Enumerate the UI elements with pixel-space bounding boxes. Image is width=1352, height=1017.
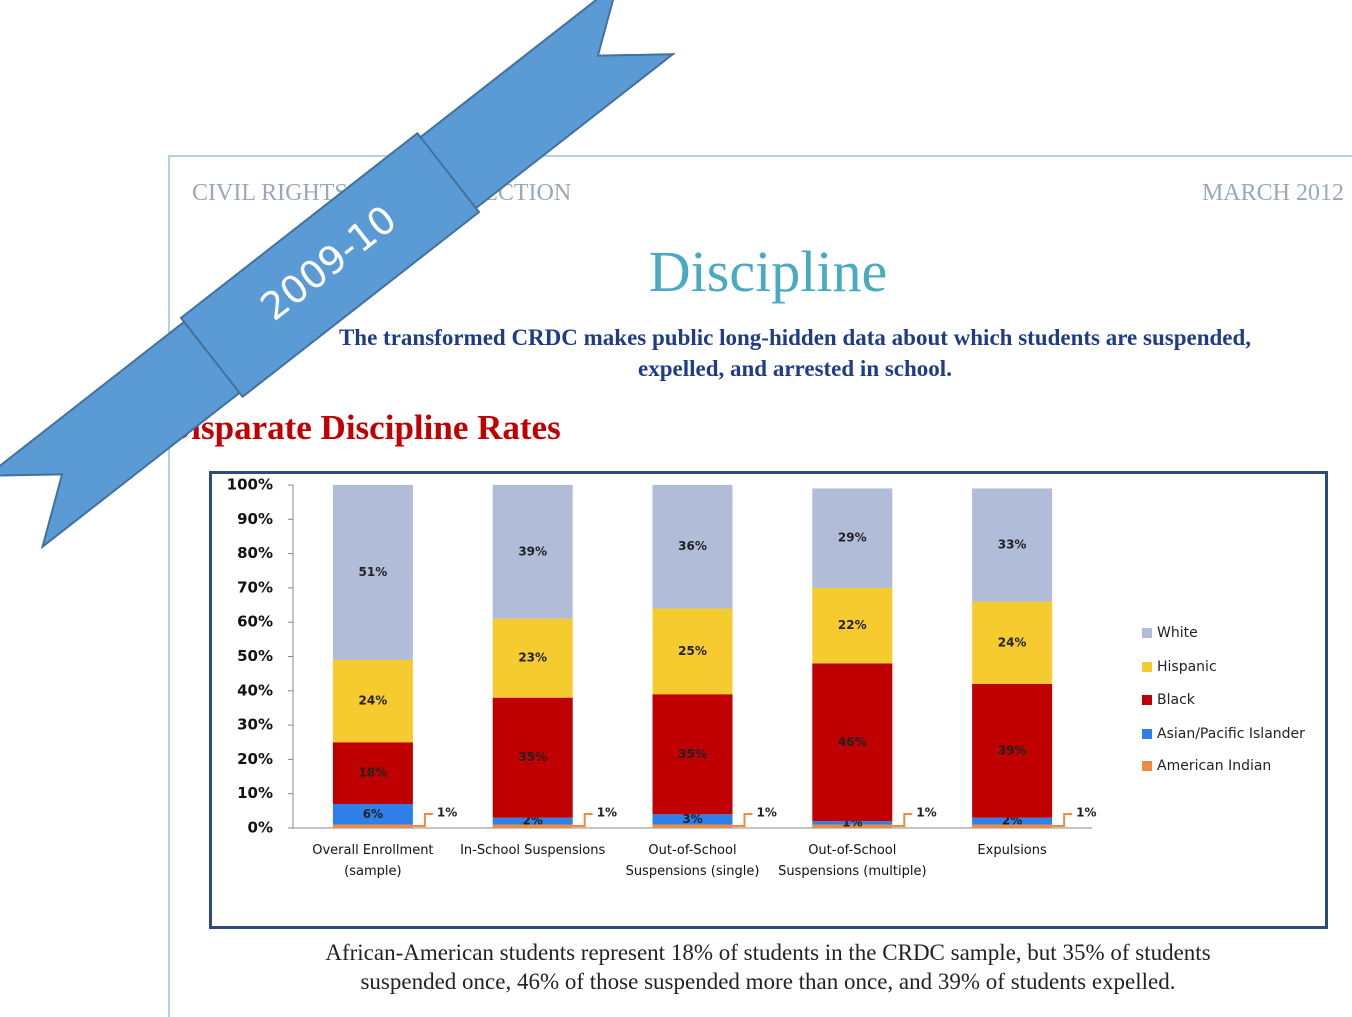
data-label: 6%	[363, 807, 383, 821]
data-label: 25%	[678, 644, 707, 658]
legend-swatch	[1142, 662, 1152, 672]
data-label: 35%	[518, 750, 547, 764]
caption-line: suspended once, 46% of those suspended m…	[168, 967, 1352, 996]
data-label: 18%	[359, 766, 388, 780]
legend-swatch	[1142, 695, 1152, 705]
data-label: 24%	[359, 694, 388, 708]
callout-line	[413, 814, 433, 826]
callout-line	[573, 814, 593, 826]
legend-label: Asian/Pacific Islander	[1157, 726, 1305, 742]
legend-swatch	[1142, 729, 1152, 739]
y-tick-label: 0%	[248, 819, 273, 837]
data-label: 39%	[998, 743, 1027, 757]
x-tick-label: In-School Suspensions	[448, 840, 618, 861]
data-label: 35%	[678, 747, 707, 761]
data-label: 24%	[998, 635, 1027, 649]
y-tick-label: 30%	[237, 716, 273, 734]
data-label: 1%	[1076, 806, 1096, 820]
x-tick-label: Out-of-School Suspensions (multiple)	[767, 840, 937, 882]
ribbon-group: 2009-10	[0, 0, 676, 551]
legend-swatch	[1142, 761, 1152, 771]
legend-swatch	[1142, 628, 1152, 638]
y-tick-label: 70%	[237, 578, 273, 596]
data-label: 46%	[838, 735, 867, 749]
x-tick-label: Overall Enrollment (sample)	[288, 840, 458, 882]
y-tick-label: 40%	[237, 681, 273, 699]
y-tick-label: 20%	[237, 750, 273, 768]
data-label: 1%	[597, 806, 617, 820]
data-label: 22%	[838, 618, 867, 632]
data-label: 23%	[518, 651, 547, 665]
legend-label: American Indian	[1157, 758, 1271, 774]
callout-line	[733, 814, 753, 826]
y-tick-label: 50%	[237, 647, 273, 665]
ribbon: 2009-10	[0, 0, 700, 560]
caption-line: African-American students represent 18% …	[168, 938, 1352, 967]
x-tick-label: Expulsions	[927, 840, 1097, 861]
data-label: 33%	[998, 538, 1027, 552]
y-tick-label: 10%	[237, 784, 273, 802]
page: CIVIL RIGHTS DATA COLLECTION MARCH 2012 …	[0, 0, 1352, 1012]
x-tick-label: Out-of-School Suspensions (single)	[608, 840, 778, 882]
caption: African-American students represent 18% …	[168, 938, 1352, 996]
data-label: 1%	[437, 806, 457, 820]
legend-label: Hispanic	[1157, 659, 1217, 675]
data-label: 1%	[916, 806, 936, 820]
legend-label: Black	[1157, 692, 1196, 708]
data-label: 51%	[359, 565, 388, 579]
legend-label: White	[1157, 625, 1198, 641]
y-tick-label: 60%	[237, 613, 273, 631]
data-label: 1%	[757, 806, 777, 820]
data-label: 29%	[838, 531, 867, 545]
callout-line	[892, 814, 912, 826]
bar-segment	[333, 825, 413, 828]
callout-line	[1052, 814, 1072, 826]
